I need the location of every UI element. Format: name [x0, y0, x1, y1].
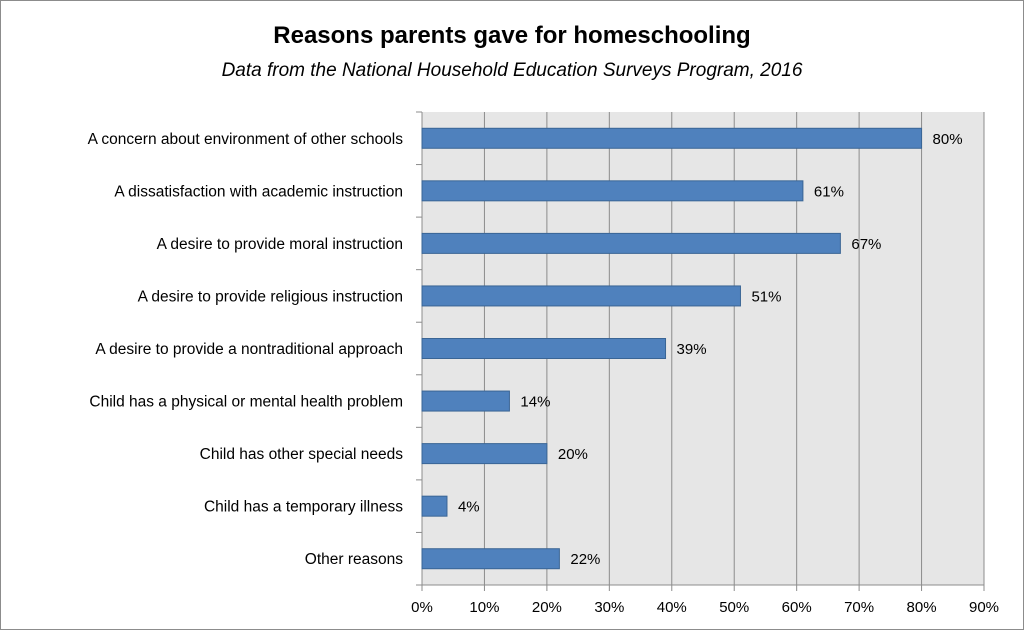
- category-label: Child has a physical or mental health pr…: [89, 394, 403, 411]
- bar: [421, 443, 548, 465]
- category-label: A desire to provide a nontraditional app…: [95, 341, 403, 358]
- x-tick-label: 0%: [411, 599, 433, 616]
- x-tick-label: 10%: [469, 599, 499, 616]
- category-label: A desire to provide religious instructio…: [138, 288, 403, 305]
- data-label: 61%: [814, 183, 844, 200]
- bar: [421, 180, 804, 202]
- category-label: A dissatisfaction with academic instruct…: [114, 183, 403, 200]
- x-tick-label: 70%: [844, 599, 874, 616]
- chart-subtitle: Data from the National Household Educati…: [221, 60, 803, 81]
- data-label: 14%: [520, 394, 550, 411]
- data-label: 67%: [851, 236, 881, 253]
- data-label: 4%: [458, 499, 480, 516]
- category-label: Child has other special needs: [200, 446, 404, 463]
- category-label: Other reasons: [305, 551, 403, 568]
- category-label: Child has a temporary illness: [204, 499, 403, 516]
- data-label: 80%: [933, 131, 963, 148]
- data-label: 51%: [751, 288, 781, 305]
- chart-title: Reasons parents gave for homeschooling: [273, 22, 751, 49]
- category-label: A desire to provide moral instruction: [157, 236, 403, 253]
- category-label: A concern about environment of other sch…: [88, 131, 404, 148]
- x-tick-label: 40%: [657, 599, 687, 616]
- x-tick-label: 90%: [969, 599, 999, 616]
- data-label: 22%: [570, 551, 600, 568]
- x-tick-label: 20%: [532, 599, 562, 616]
- x-tick-label: 80%: [907, 599, 937, 616]
- bar: [421, 390, 510, 412]
- data-label: 39%: [677, 341, 707, 358]
- x-tick-label: 30%: [594, 599, 624, 616]
- x-tick-label: 50%: [719, 599, 749, 616]
- bar: [421, 495, 448, 517]
- data-label: 20%: [558, 446, 588, 463]
- bar: [421, 548, 560, 570]
- bar: [421, 127, 923, 149]
- bar: [421, 232, 841, 254]
- bar: [421, 338, 667, 359]
- bar: [421, 285, 741, 307]
- x-tick-label: 60%: [782, 599, 812, 616]
